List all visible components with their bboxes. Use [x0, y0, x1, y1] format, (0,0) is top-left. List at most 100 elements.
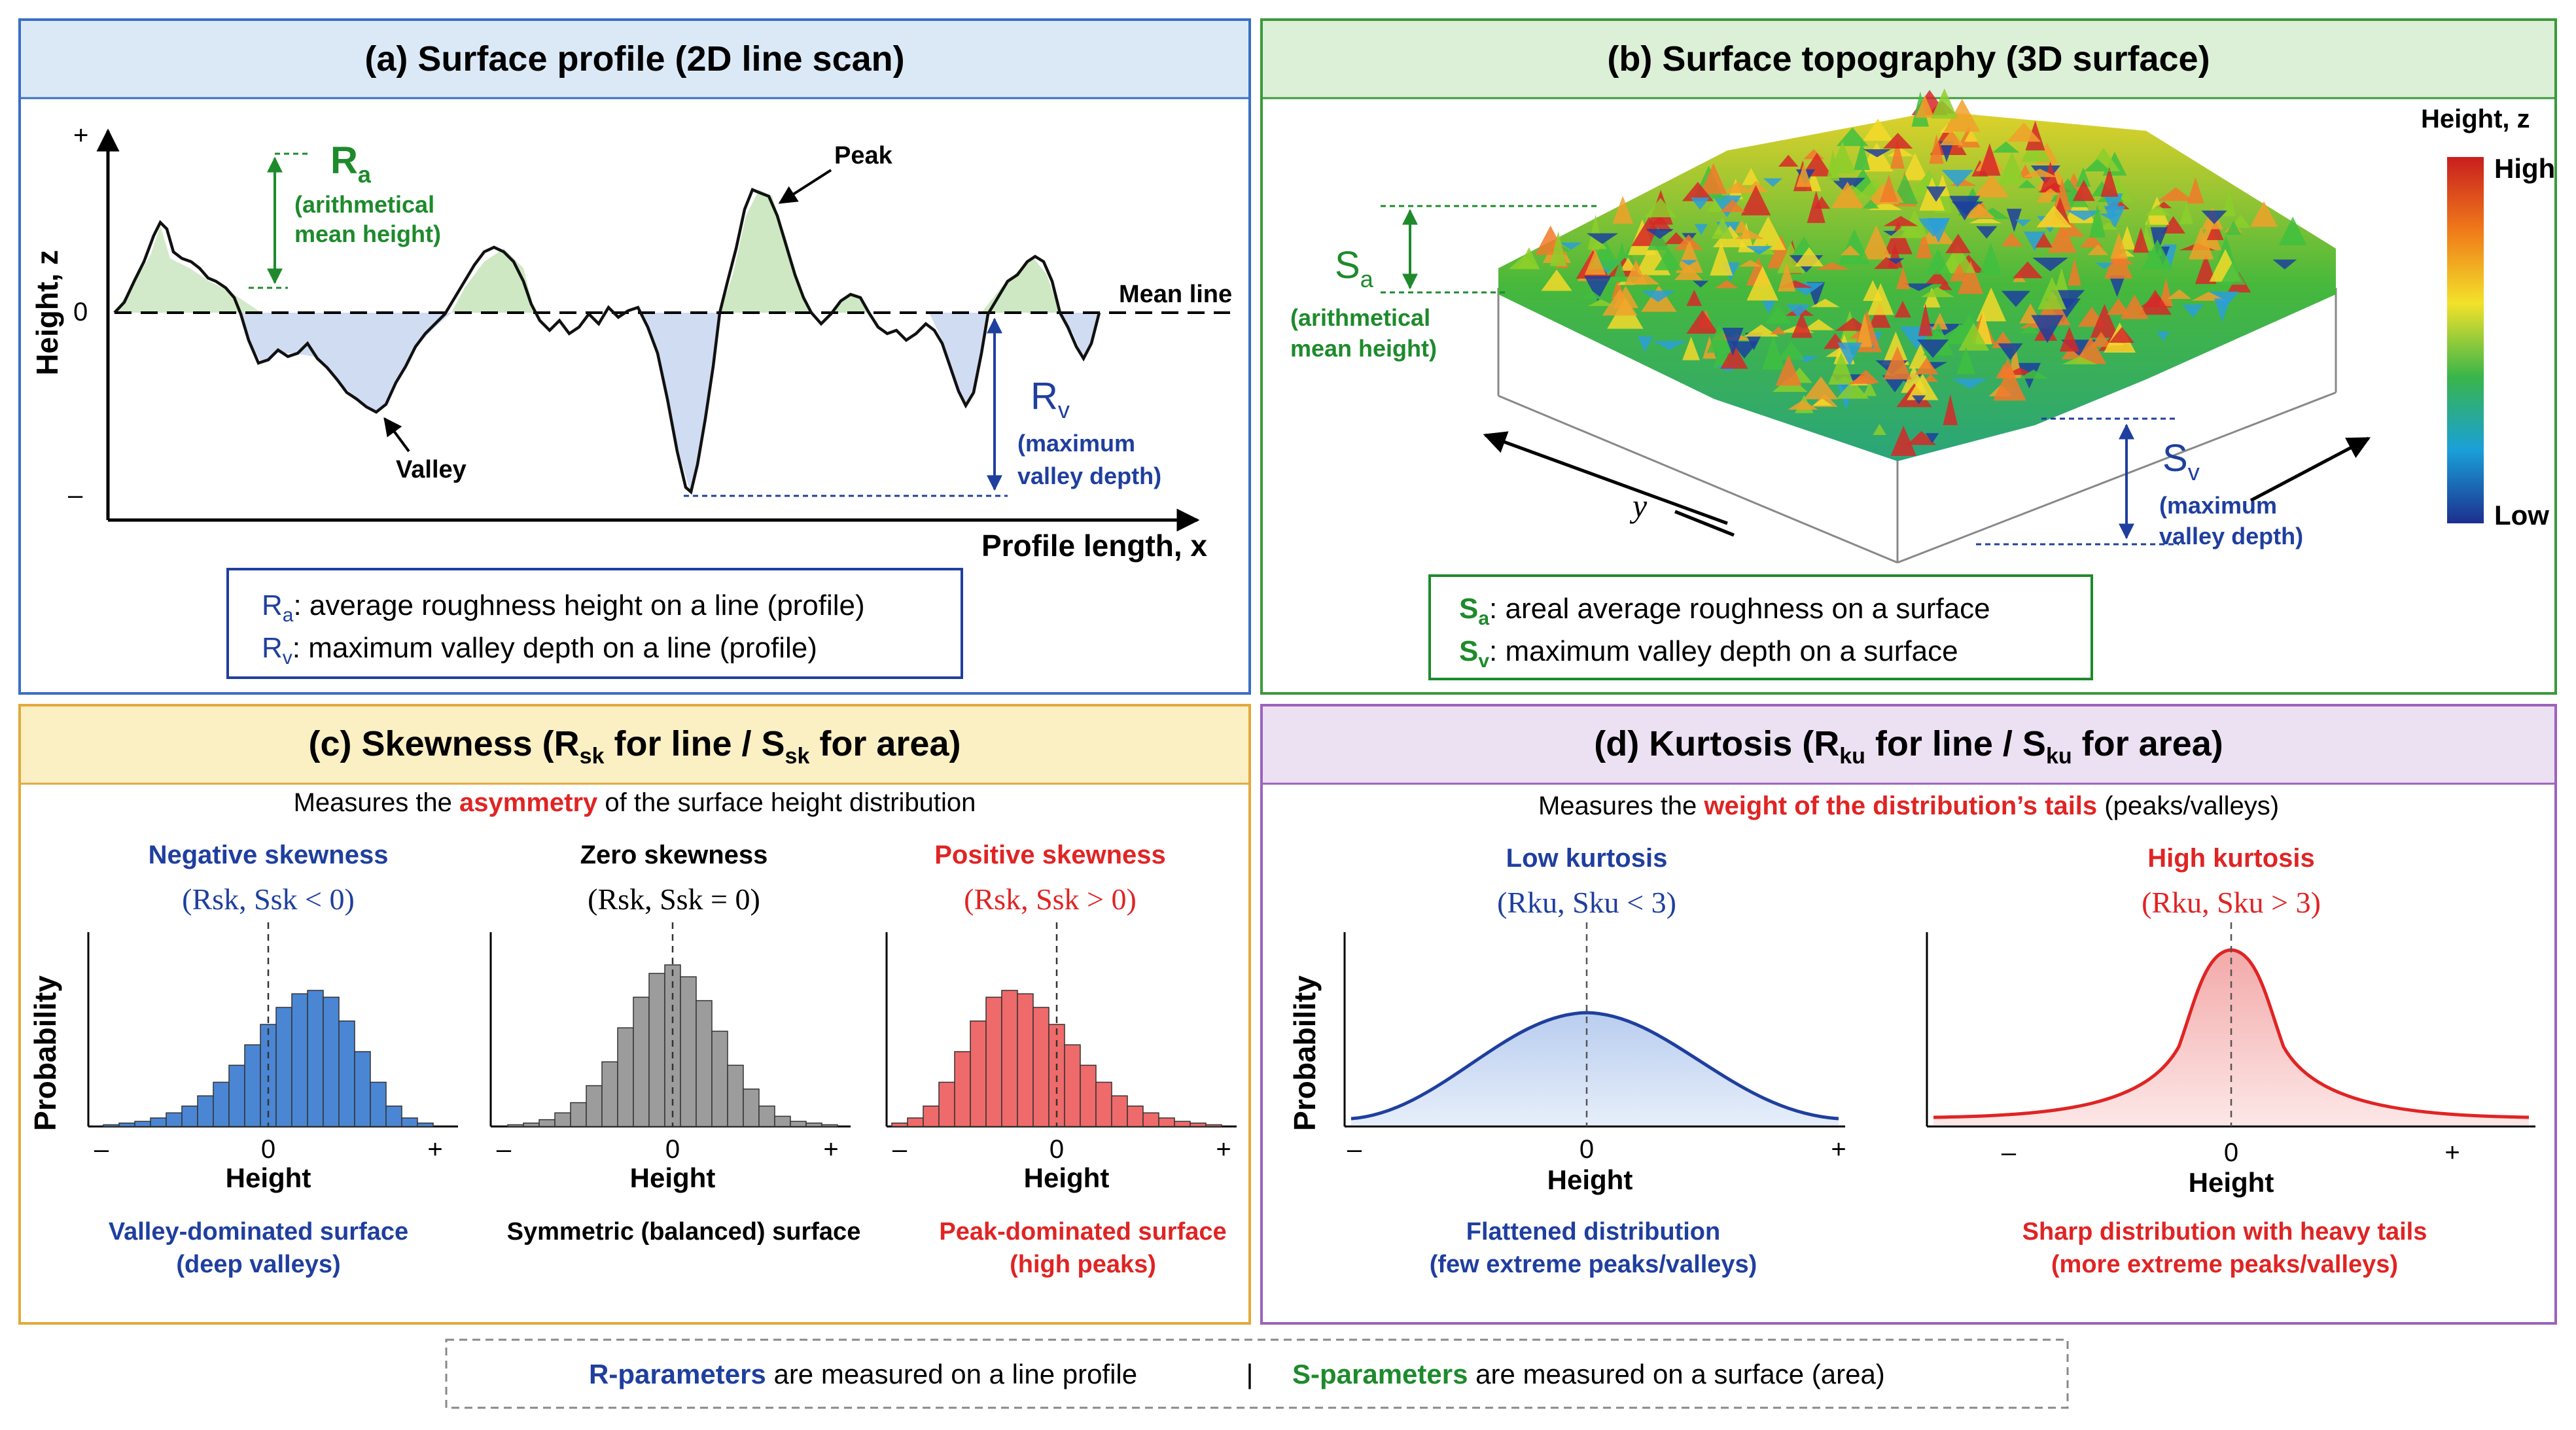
- histogram-bar: [1001, 990, 1018, 1127]
- surface-peak: [1586, 233, 1619, 245]
- surface-peak: [1836, 380, 1869, 399]
- b-legend-line-1: Sa: areal average roughness on a surface: [1459, 593, 1990, 629]
- surface-peak: [1969, 216, 2002, 224]
- surface-peak: [1999, 358, 2016, 377]
- surface-peak: [1863, 149, 1892, 158]
- histogram-bar: [338, 1020, 355, 1127]
- surface-peak: [2142, 239, 2174, 270]
- histogram-bar: [1190, 1123, 1207, 1127]
- histogram-bar: [727, 1064, 744, 1127]
- surface-peak: [2075, 167, 2091, 187]
- surface-peak: [2157, 331, 2170, 341]
- surface-peak: [1652, 341, 1687, 350]
- b-y-label: y: [1629, 487, 1648, 524]
- b-colorbar: [2447, 157, 2484, 523]
- c-pos-desc-2: (high peaks): [1010, 1251, 1156, 1278]
- c-neg-title: Negative skewness: [149, 841, 389, 869]
- histogram-bar: [385, 1106, 402, 1127]
- panel-a-header: [21, 21, 1248, 98]
- b-surface-texture: [1508, 88, 2307, 457]
- surface-peak: [2066, 210, 2102, 221]
- histogram-bar: [307, 990, 324, 1127]
- b-legend-box: [1428, 574, 2093, 680]
- surface-peak: [1740, 185, 1771, 216]
- d-high-zero: 0: [2224, 1138, 2238, 1167]
- surface-peak: [2222, 189, 2236, 217]
- surface-peak: [2100, 167, 2119, 197]
- footer-separator: |: [1246, 1359, 1254, 1389]
- surface-peak: [1903, 283, 1934, 291]
- surface-peak: [1925, 249, 1951, 275]
- histogram-bar: [401, 1117, 418, 1127]
- surface-peak: [2187, 177, 2204, 204]
- surface-peak: [1929, 134, 1944, 164]
- surface-peak: [1722, 328, 1744, 356]
- panel-c-header: [21, 706, 1248, 784]
- b-legend-line-2: Sv: maximum valley depth on a surface: [1459, 635, 1958, 672]
- surface-peak: [1894, 300, 1911, 318]
- histogram-bar: [1127, 1106, 1144, 1127]
- histogram-bar: [523, 1123, 540, 1127]
- surface-peak: [2048, 223, 2077, 253]
- surface-peak: [2006, 209, 2022, 232]
- surface-peak: [1848, 375, 1877, 384]
- surface-peak: [1939, 141, 1954, 162]
- a-valley-label: Valley: [396, 456, 467, 483]
- b-sa-desc-1: (arithmetical: [1290, 304, 1430, 331]
- surface-peak: [1744, 324, 1779, 337]
- c-pos-histogram: [885, 922, 1237, 1128]
- d-low-formula: (Rku, Sku < 3): [1497, 886, 1676, 919]
- surface-peak: [1549, 231, 1567, 266]
- histogram-bar: [891, 1123, 908, 1127]
- surface-peak: [1602, 288, 1638, 316]
- surface-peak: [2075, 336, 2107, 364]
- surface-peak: [1791, 312, 1812, 338]
- footer: R-parameters are measured on a line prof…: [445, 1338, 2069, 1409]
- surface-peak: [1925, 433, 1939, 444]
- surface-peak: [2102, 193, 2123, 217]
- surface-peak: [1890, 425, 1916, 457]
- histogram-bar: [680, 976, 697, 1127]
- surface-peak: [1690, 197, 1710, 210]
- a-rv-desc-1: (maximum: [1017, 430, 1135, 457]
- surface-peak: [1644, 198, 1677, 218]
- histogram-bar: [696, 1000, 713, 1127]
- a-y-plus: +: [73, 121, 88, 150]
- d-low-area: [1351, 1013, 1839, 1125]
- c-zero-histogram: [489, 922, 851, 1128]
- surface-peak: [1778, 262, 1796, 292]
- surface-peak: [1738, 260, 1763, 267]
- surface-peak: [1901, 152, 1928, 181]
- surface-peak: [2036, 188, 2055, 203]
- surface-peak: [1951, 378, 1988, 389]
- surface-peak: [2079, 234, 2104, 248]
- surface-peak: [2145, 204, 2171, 216]
- surface-peak: [1831, 181, 1864, 208]
- surface-peak: [1723, 181, 1752, 194]
- histogram-bar: [1017, 993, 1034, 1127]
- surface-peak: [2250, 201, 2278, 227]
- surface-peak: [1927, 218, 1950, 243]
- surface-peak: [1541, 269, 1572, 291]
- surface-peak: [2090, 304, 2119, 338]
- surface-peak: [2038, 277, 2067, 309]
- surface-peak: [1762, 335, 1785, 370]
- surface-peak: [2272, 259, 2297, 270]
- surface-peak: [1815, 262, 1850, 270]
- surface-peak: [1890, 139, 1905, 169]
- surface-peak: [1836, 127, 1869, 147]
- surface-peak: [1665, 232, 1687, 245]
- surface-peak: [1641, 290, 1676, 302]
- surface-peak: [2109, 275, 2126, 298]
- histogram-bar: [1205, 1124, 1222, 1127]
- c-neg-desc-2: (deep valleys): [176, 1251, 340, 1278]
- surface-peak: [2107, 298, 2130, 315]
- surface-peak: [1916, 230, 1932, 258]
- surface-peak: [1624, 260, 1648, 285]
- surface-peak: [1803, 376, 1839, 400]
- d-low-curve: [1350, 1011, 1839, 1121]
- surface-peak: [1720, 199, 1745, 213]
- c-zero-desc-1: Symmetric (balanced) surface: [507, 1218, 861, 1246]
- a-y-minus: –: [68, 481, 83, 510]
- a-ra-symbol: Ra: [330, 139, 372, 188]
